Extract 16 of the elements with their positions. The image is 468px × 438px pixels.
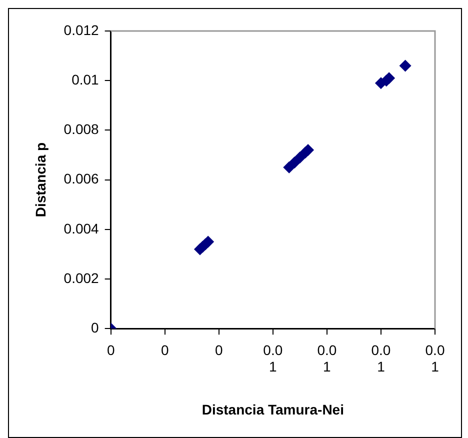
y-tick-label: 0.002 bbox=[64, 270, 100, 286]
x-tick-label: 0.01 bbox=[263, 342, 283, 375]
y-tick-label: 0.008 bbox=[64, 121, 100, 138]
y-axis-title: Distancia p bbox=[32, 142, 48, 218]
y-tick-label: 0.004 bbox=[64, 220, 100, 236]
y-tick-label: 0.006 bbox=[64, 170, 100, 187]
x-tick-label: 0 bbox=[160, 342, 169, 358]
y-tick-label: 0 bbox=[91, 319, 100, 336]
x-tick-label: 0.01 bbox=[371, 342, 391, 375]
x-axis-title: Distancia Tamura-Nei bbox=[202, 401, 344, 418]
x-tick-label: 0 bbox=[214, 342, 223, 358]
y-tick-label: 0.012 bbox=[64, 22, 100, 38]
x-tick-label: 0 bbox=[106, 342, 115, 358]
x-tick-label: 0.01 bbox=[425, 342, 445, 375]
x-tick-label: 0.01 bbox=[317, 342, 337, 375]
y-tick-label: 0.01 bbox=[72, 71, 100, 88]
